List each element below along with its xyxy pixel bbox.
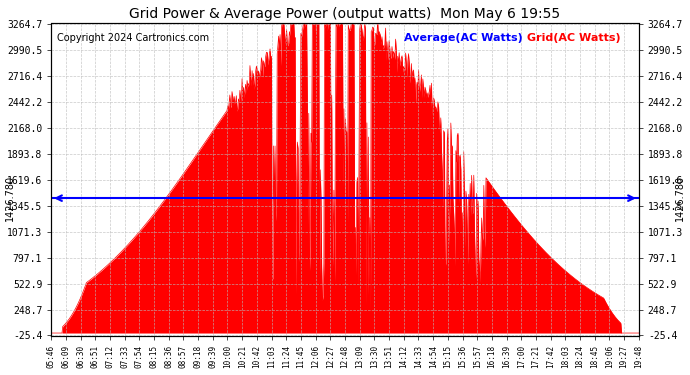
Text: Average(AC Watts): Average(AC Watts) xyxy=(404,33,522,43)
Text: 1426.780: 1426.780 xyxy=(5,175,15,221)
Text: Copyright 2024 Cartronics.com: Copyright 2024 Cartronics.com xyxy=(57,33,209,43)
Text: 1426.780: 1426.780 xyxy=(675,175,685,221)
Title: Grid Power & Average Power (output watts)  Mon May 6 19:55: Grid Power & Average Power (output watts… xyxy=(130,7,560,21)
Text: Grid(AC Watts): Grid(AC Watts) xyxy=(527,33,621,43)
